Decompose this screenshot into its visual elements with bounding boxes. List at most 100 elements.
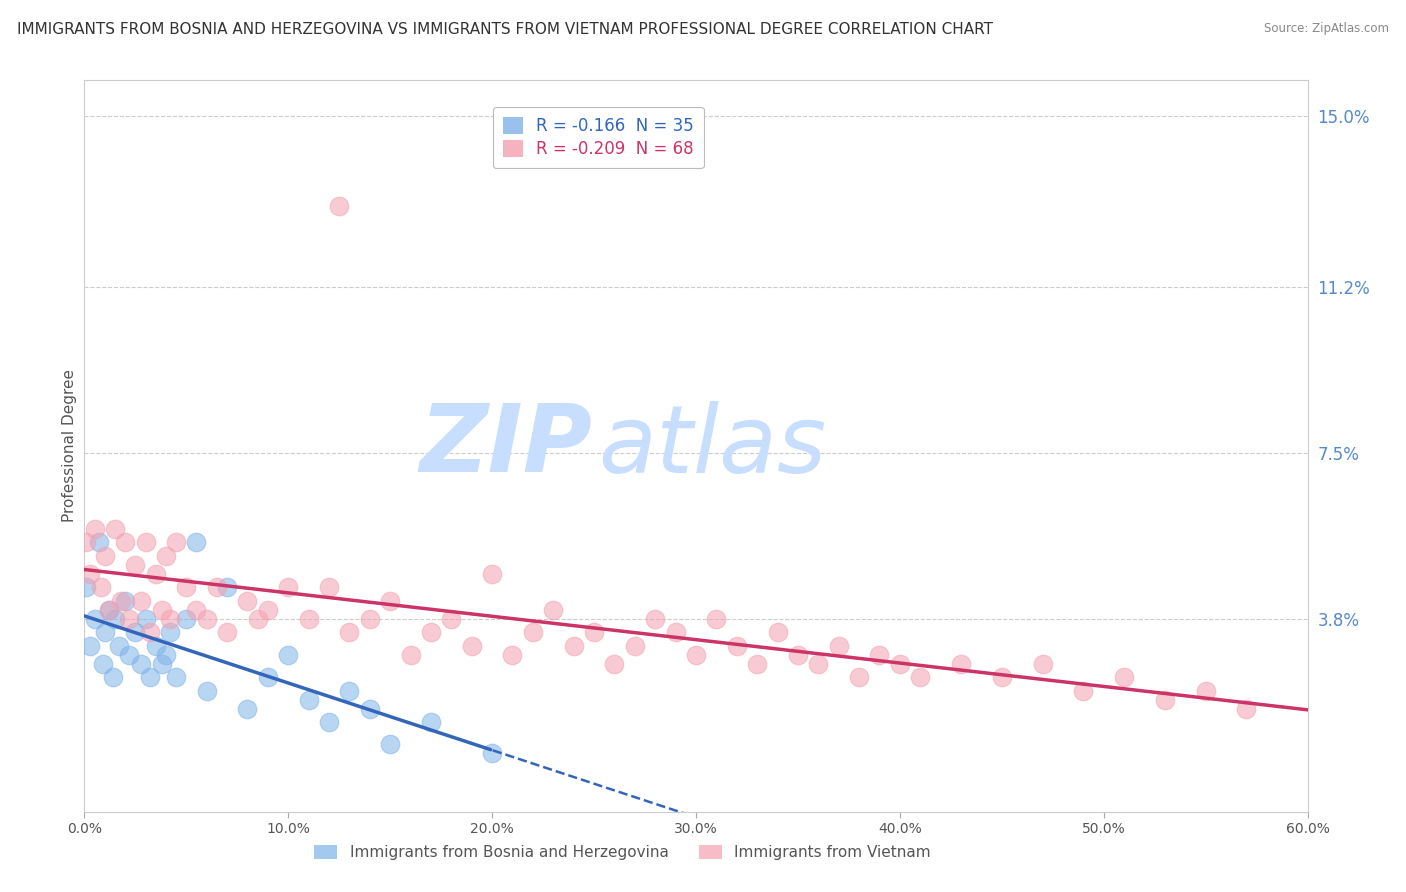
Point <box>75 535 97 549</box>
Point <box>910 670 932 684</box>
Point <box>277 648 299 662</box>
Point <box>461 639 484 653</box>
Point <box>624 639 647 653</box>
Point <box>93 625 115 640</box>
Point <box>159 612 181 626</box>
Point <box>1236 701 1258 715</box>
Point <box>138 670 160 684</box>
Point <box>399 648 422 662</box>
Point <box>97 603 120 617</box>
Point <box>186 535 208 549</box>
Point <box>101 670 124 684</box>
Point <box>118 612 141 626</box>
Point <box>118 648 141 662</box>
Point <box>108 639 131 653</box>
Point <box>114 594 136 608</box>
Point <box>75 580 97 594</box>
Point <box>685 648 707 662</box>
Point <box>502 648 524 662</box>
Point <box>603 657 626 671</box>
Text: Source: ZipAtlas.com: Source: ZipAtlas.com <box>1264 22 1389 36</box>
Point <box>131 594 153 608</box>
Point <box>298 612 321 626</box>
Point <box>135 535 157 549</box>
Point <box>1073 683 1095 698</box>
Point <box>97 603 120 617</box>
Point <box>93 549 115 563</box>
Point <box>150 603 173 617</box>
Point <box>236 701 259 715</box>
Point <box>359 612 381 626</box>
Point <box>562 639 585 653</box>
Point <box>87 535 110 549</box>
Point <box>950 657 973 671</box>
Point <box>318 580 340 594</box>
Point <box>440 612 463 626</box>
Point <box>481 566 503 581</box>
Point <box>766 625 789 640</box>
Point <box>110 594 132 608</box>
Point <box>124 558 146 572</box>
Point <box>522 625 544 640</box>
Point <box>420 625 443 640</box>
Point <box>174 612 197 626</box>
Point <box>155 549 177 563</box>
Point <box>991 670 1014 684</box>
Point <box>339 625 361 640</box>
Text: ZIP: ZIP <box>419 400 592 492</box>
Point <box>186 603 208 617</box>
Point <box>246 612 269 626</box>
Point <box>298 692 321 706</box>
Point <box>131 657 153 671</box>
Point <box>481 747 503 761</box>
Point <box>787 648 810 662</box>
Point <box>91 657 114 671</box>
Point <box>1032 657 1054 671</box>
Point <box>174 580 197 594</box>
Point <box>155 648 177 662</box>
Point <box>138 625 160 640</box>
Point <box>104 522 127 536</box>
Point <box>380 594 402 608</box>
Point <box>257 670 280 684</box>
Point <box>124 625 146 640</box>
Point <box>665 625 688 640</box>
Point <box>83 612 105 626</box>
Point <box>869 648 891 662</box>
Text: IMMIGRANTS FROM BOSNIA AND HERZEGOVINA VS IMMIGRANTS FROM VIETNAM PROFESSIONAL D: IMMIGRANTS FROM BOSNIA AND HERZEGOVINA V… <box>17 22 993 37</box>
Point <box>359 701 381 715</box>
Point <box>889 657 911 671</box>
Legend: Immigrants from Bosnia and Herzegovina, Immigrants from Vietnam: Immigrants from Bosnia and Herzegovina, … <box>308 839 936 866</box>
Point <box>83 522 105 536</box>
Point <box>165 535 187 549</box>
Point <box>195 683 218 698</box>
Point <box>848 670 870 684</box>
Point <box>217 625 239 640</box>
Point <box>217 580 239 594</box>
Point <box>1114 670 1136 684</box>
Point <box>114 535 136 549</box>
Point <box>145 639 167 653</box>
Point <box>205 580 228 594</box>
Point <box>380 738 402 752</box>
Point <box>195 612 218 626</box>
Point <box>145 566 167 581</box>
Point <box>543 603 565 617</box>
Point <box>420 714 443 729</box>
Point <box>1195 683 1218 698</box>
Point <box>90 580 112 594</box>
Point <box>236 594 259 608</box>
Point <box>257 603 280 617</box>
Point <box>725 639 748 653</box>
Point <box>104 612 127 626</box>
Point <box>135 612 157 626</box>
Text: atlas: atlas <box>598 401 827 491</box>
Point <box>165 670 187 684</box>
Point <box>328 199 350 213</box>
Point <box>79 639 101 653</box>
Point <box>150 657 173 671</box>
Point <box>807 657 830 671</box>
Point <box>1154 692 1177 706</box>
Point <box>747 657 769 671</box>
Point <box>644 612 666 626</box>
